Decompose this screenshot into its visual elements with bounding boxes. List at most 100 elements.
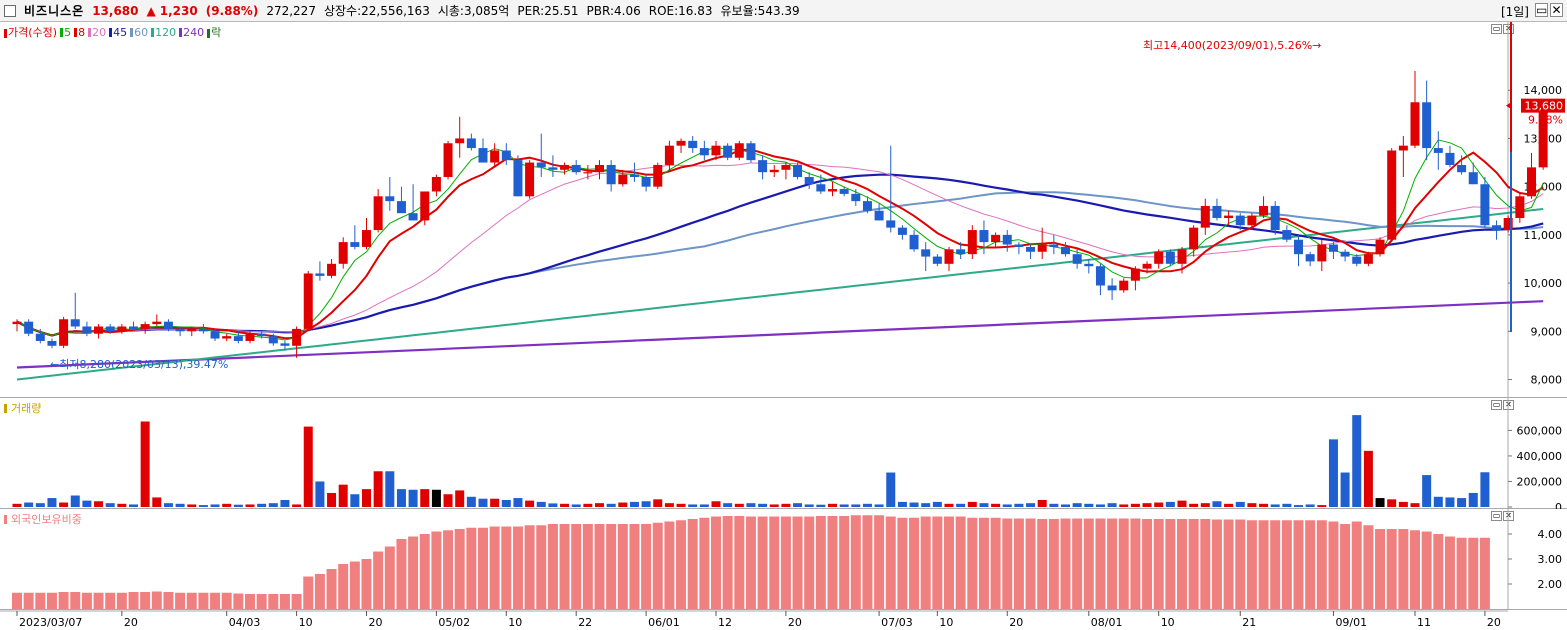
volume-bar: [560, 503, 570, 507]
legend-item[interactable]: 가격(수정): [4, 24, 57, 40]
candle-body: [676, 140, 686, 146]
pct-tag-label: 9.88%: [1528, 114, 1563, 127]
volume-bar: [1480, 472, 1490, 507]
foreign-bar: [967, 517, 978, 609]
foreign-bar: [1095, 518, 1106, 609]
foreign-bar: [1328, 521, 1339, 609]
volume-bar: [105, 503, 115, 507]
candle-body: [839, 189, 849, 194]
volume-bar: [431, 489, 441, 507]
ma-120-line: [16, 208, 1544, 381]
volume-bar: [1177, 500, 1187, 507]
price-tag-box: [1521, 98, 1565, 113]
volume-bar: [455, 490, 465, 507]
per-value: PER:25.51: [517, 3, 579, 18]
volume-bar: [1282, 503, 1292, 507]
legend-item[interactable]: 20: [88, 26, 106, 39]
legend-item[interactable]: 45: [109, 26, 127, 39]
foreign-bar: [1386, 529, 1397, 609]
candle-body: [338, 242, 348, 264]
volume-bar: [315, 481, 325, 507]
candle-body: [1259, 205, 1269, 216]
y-tick-label: 4.00: [1538, 528, 1563, 541]
legend-item[interactable]: 240: [179, 26, 204, 39]
volume-bar: [723, 503, 733, 507]
panel-minimize-icon[interactable]: ▭: [1491, 400, 1502, 410]
restore-icon[interactable]: ▭: [1535, 3, 1548, 17]
volume-bar: [1328, 439, 1338, 507]
foreign-bar: [1281, 520, 1292, 609]
candle-body: [862, 201, 872, 211]
volume-bar: [129, 504, 138, 507]
pbr-value: PBR:4.06: [586, 3, 641, 18]
legend-item[interactable]: 60: [130, 26, 148, 39]
volume-bar: [1270, 504, 1280, 507]
volume-bar: [396, 489, 406, 507]
volume-bar: [618, 502, 628, 507]
volume-bar: [583, 503, 593, 507]
volume-bar: [1294, 505, 1303, 507]
volume-bar: [1468, 492, 1478, 507]
volume-bar: [793, 503, 803, 507]
foreign-bar: [815, 516, 826, 609]
panel-minimize-icon[interactable]: ▭: [1491, 24, 1502, 34]
legend-item[interactable]: 120: [151, 26, 176, 39]
volume-bar: [82, 500, 92, 507]
legend-item[interactable]: 락: [207, 24, 221, 40]
volume-bar: [1387, 499, 1397, 507]
close-icon[interactable]: ✕: [1550, 3, 1563, 17]
candle-body: [525, 162, 535, 197]
foreign-bar: [617, 524, 628, 609]
candle-body: [653, 164, 663, 187]
candle-body: [129, 326, 138, 329]
foreign-bar: [1410, 530, 1420, 609]
foreign-bar: [1130, 518, 1141, 609]
x-tick-label: 08/01: [1091, 616, 1123, 629]
candle-body: [606, 164, 616, 185]
panel-minimize-icon[interactable]: ▭: [1491, 511, 1502, 521]
candle-body: [292, 328, 302, 346]
candle-body: [1154, 251, 1164, 264]
period-selector[interactable]: [1일]: [1500, 5, 1529, 19]
candle-body: [59, 319, 69, 346]
foreign-bar: [1235, 519, 1246, 609]
candle-body: [1130, 268, 1140, 281]
volume-bar: [699, 504, 709, 507]
candle-body: [175, 328, 185, 332]
volume-bar: [606, 503, 616, 507]
foreign-bar: [571, 524, 582, 609]
foreign-bar: [338, 564, 349, 609]
candle-body: [1084, 263, 1094, 267]
volume-bar: [163, 503, 173, 507]
foreign-bar: [81, 592, 92, 609]
volume-bar: [758, 503, 768, 507]
volume-bar: [1037, 499, 1047, 507]
candle-body: [1200, 205, 1210, 228]
volume-bar: [676, 503, 686, 507]
candle-body: [1224, 215, 1234, 218]
candle-body: [268, 336, 278, 344]
foreign-bar: [1142, 519, 1153, 609]
volume-bar: [408, 489, 418, 507]
volume-bar: [362, 489, 371, 507]
volume-bar: [1154, 502, 1164, 507]
x-tick-label: 20: [1487, 616, 1501, 629]
volume-bar: [1305, 504, 1315, 507]
foreign-bar: [1351, 521, 1362, 609]
ma-20-line: [16, 162, 1544, 337]
candle-body: [1538, 105, 1548, 168]
x-tick-label: 20: [788, 616, 802, 629]
volume-bar: [140, 421, 150, 507]
candle-body: [851, 193, 861, 202]
foreign-bar: [920, 516, 931, 609]
foreign-bar: [1025, 518, 1036, 609]
legend-item[interactable]: 8: [74, 26, 85, 39]
foreign-bar: [1340, 524, 1351, 609]
candle-body: [94, 326, 104, 334]
select-checkbox[interactable]: [4, 4, 16, 17]
legend-item[interactable]: 5: [60, 26, 71, 39]
candle-body: [664, 145, 674, 165]
volume-bar: [629, 501, 639, 507]
volume-bar: [851, 504, 861, 507]
